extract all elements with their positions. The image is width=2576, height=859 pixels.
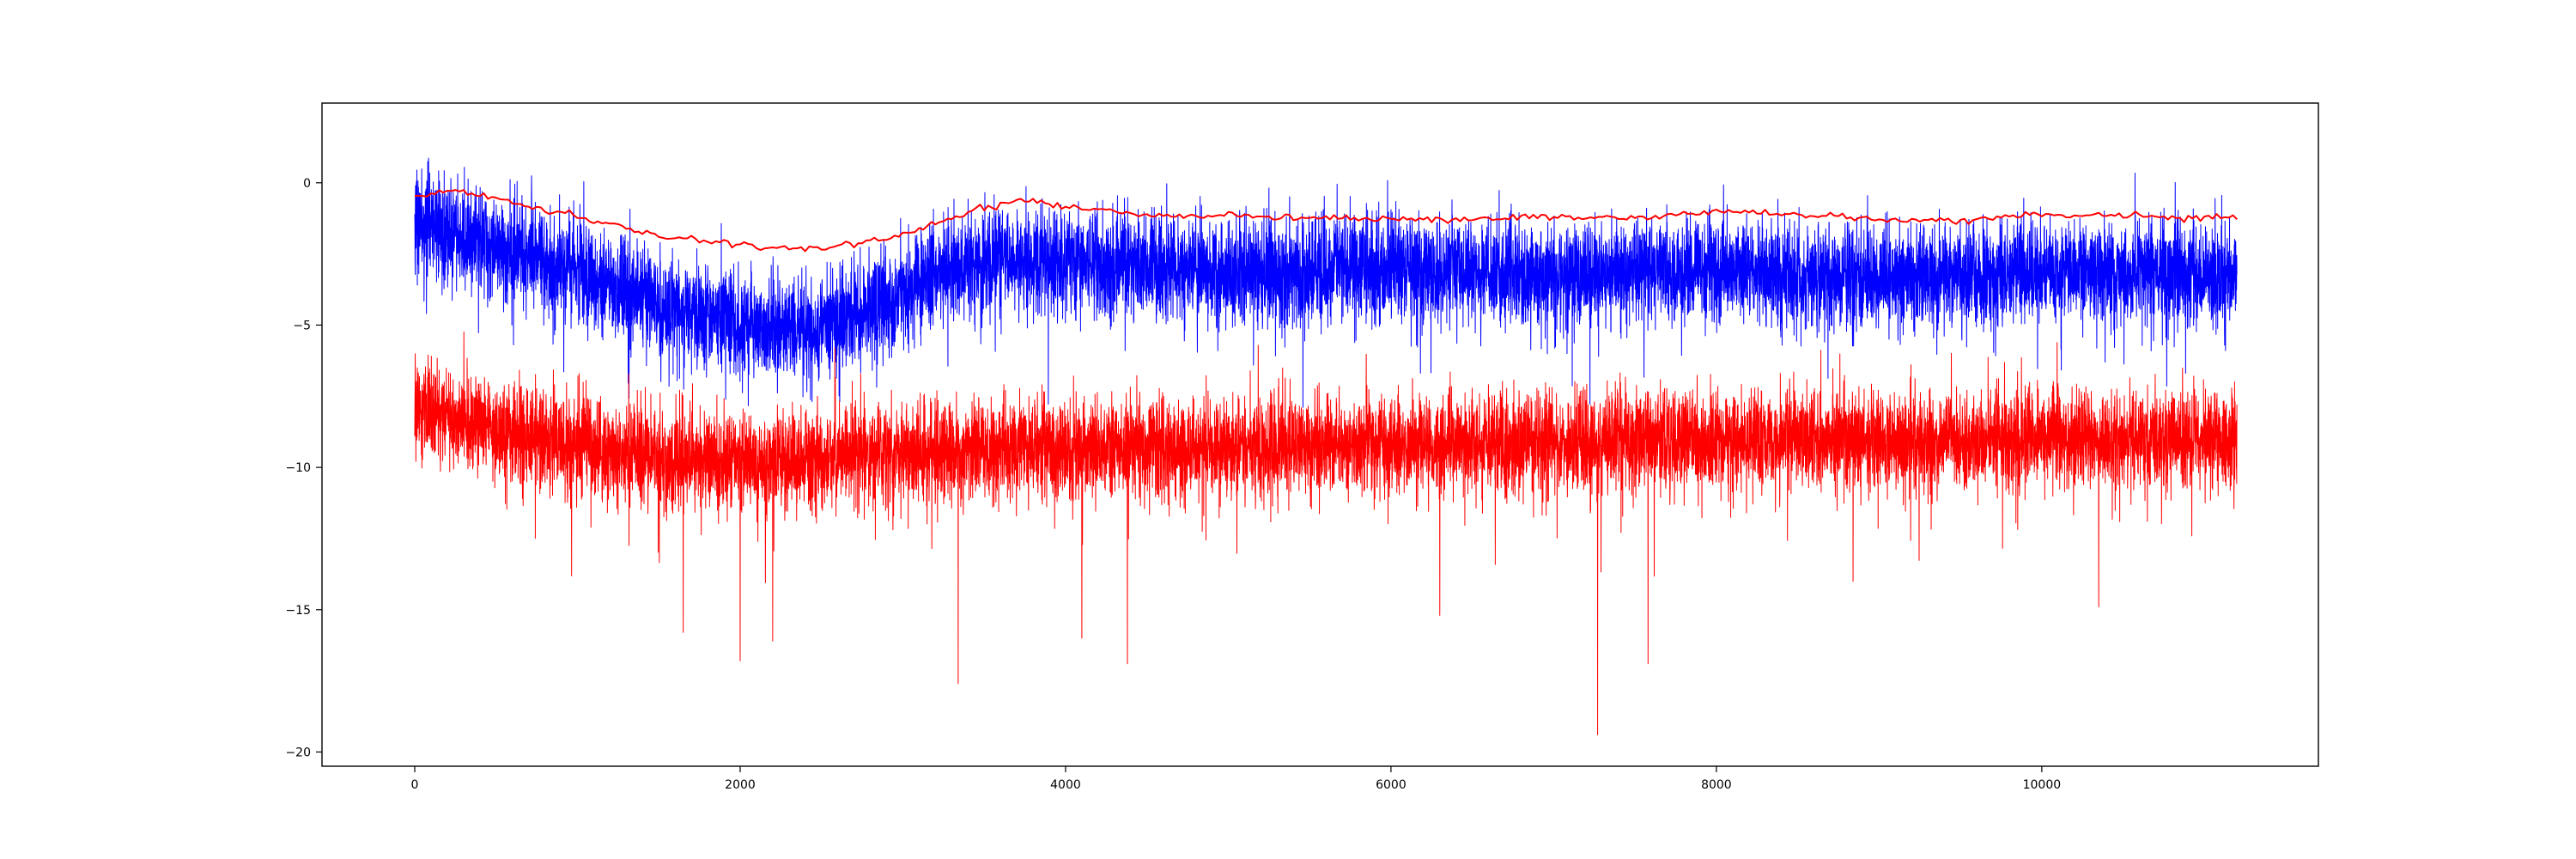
x-tick-label-8000: 8000 — [1701, 778, 1732, 792]
x-tick-label-6000: 6000 — [1376, 778, 1406, 792]
x-tick-label-4000: 4000 — [1050, 778, 1081, 792]
y-axis: 0 −5 −10 −15 −20 — [285, 177, 322, 759]
y-tick-label--10: −10 — [285, 461, 311, 475]
series-line-3 — [414, 189, 2238, 253]
plot-frame — [321, 102, 2319, 767]
y-tick-label-0: 0 — [303, 177, 311, 191]
x-axis: 0 2000 4000 6000 8000 10000 — [411, 766, 2062, 792]
series-line-1 — [414, 157, 2238, 408]
y-tick-label--5: −5 — [293, 319, 311, 332]
x-tick-label-2000: 2000 — [725, 778, 756, 792]
x-tick-label-10000: 10000 — [2023, 778, 2062, 792]
y-tick-label--15: −15 — [285, 604, 311, 618]
series-line-2 — [414, 331, 2238, 736]
y-tick-label--20: −20 — [285, 746, 311, 759]
x-tick-label-0: 0 — [411, 778, 419, 792]
series-layer — [414, 157, 2238, 736]
